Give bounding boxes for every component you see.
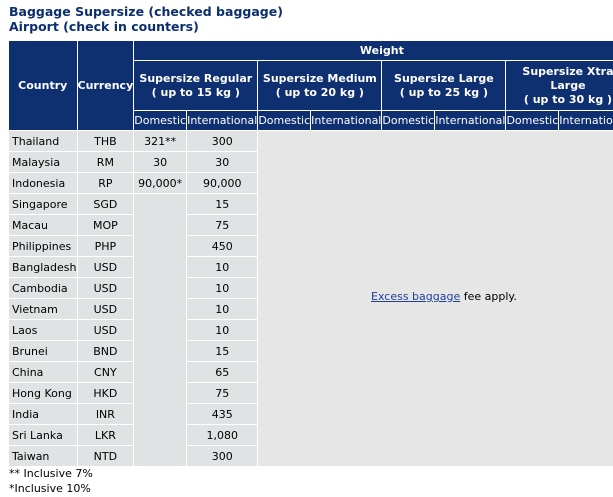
country-cell: Singapore — [8, 193, 78, 215]
international-regular-cell: 10 — [186, 298, 259, 320]
currency-cell: RM — [76, 151, 135, 173]
note-text: fee apply. — [460, 290, 517, 303]
currency-cell: HKD — [76, 382, 135, 404]
title-line-2: Airport (check in counters) — [9, 19, 199, 34]
header-supersize-large: Supersize Large( up to 25 kg ) — [381, 60, 507, 111]
country-cell: Hong Kong — [8, 382, 78, 404]
table-row: Taiwan NTD 300 — [8, 445, 613, 467]
currency-cell: THB — [76, 130, 135, 152]
page-title: Baggage Supersize (checked baggage) Airp… — [9, 4, 283, 34]
table-body: Thailand THB 321** 300 Malaysia RM 30 30 Indones… — [8, 130, 613, 467]
excess-baggage-note: Excess baggage fee apply. — [371, 290, 517, 303]
international-regular-cell: 65 — [186, 361, 259, 383]
table-row: Laos USD 10 — [8, 319, 613, 341]
international-regular-cell: 90,000 — [186, 172, 259, 194]
header-domestic: Domestic — [257, 110, 312, 131]
currency-cell: PHP — [76, 235, 135, 257]
currency-cell: SGD — [76, 193, 135, 215]
header-international: International — [310, 110, 383, 131]
domestic-regular-cell: 30 — [133, 151, 188, 173]
international-regular-cell: 10 — [186, 256, 259, 278]
domestic-regular-empty — [133, 193, 188, 467]
header-domestic: Domestic — [505, 110, 560, 131]
international-regular-cell: 300 — [186, 130, 259, 152]
international-regular-cell: 450 — [186, 235, 259, 257]
currency-cell: MOP — [76, 214, 135, 236]
footnote-2: *Inclusive 10% — [9, 482, 91, 495]
domestic-regular-cell: 321** — [133, 130, 188, 152]
international-regular-cell: 15 — [186, 340, 259, 362]
country-cell: China — [8, 361, 78, 383]
country-cell: Taiwan — [8, 445, 78, 467]
header-international: International — [186, 110, 259, 131]
table-row: China CNY 65 — [8, 361, 613, 383]
header-supersize-medium: Supersize Medium( up to 20 kg ) — [257, 60, 383, 111]
header-supersize-regular: Supersize Regular( up to 15 kg ) — [133, 60, 259, 111]
header-country: Country — [8, 40, 78, 131]
excess-baggage-link[interactable]: Excess baggage — [371, 290, 461, 303]
table-row: Bangladesh USD 10 — [8, 256, 613, 278]
table-row: Vietnam USD 10 — [8, 298, 613, 320]
table-row: Malaysia RM 30 30 — [8, 151, 613, 173]
currency-cell: USD — [76, 319, 135, 341]
country-cell: Bangladesh — [8, 256, 78, 278]
country-cell: Vietnam — [8, 298, 78, 320]
currency-cell: USD — [76, 298, 135, 320]
header-supersize-xtra-large: Supersize Xtra Large( up to 30 kg ) — [505, 60, 613, 111]
international-regular-cell: 30 — [186, 151, 259, 173]
other-sizes-area — [257, 130, 613, 467]
country-cell: Cambodia — [8, 277, 78, 299]
header-international: International — [558, 110, 613, 131]
country-cell: Malaysia — [8, 151, 78, 173]
baggage-table: Country Currency Weight Supersize Regula… — [8, 40, 613, 467]
header-international: International — [434, 110, 507, 131]
country-cell: India — [8, 403, 78, 425]
table-row: Indonesia RP 90,000* 90,000 — [8, 172, 613, 194]
currency-cell: RP — [76, 172, 135, 194]
currency-cell: CNY — [76, 361, 135, 383]
table-row: Macau MOP 75 — [8, 214, 613, 236]
international-regular-cell: 10 — [186, 277, 259, 299]
international-regular-cell: 75 — [186, 382, 259, 404]
header-weight: Weight — [133, 40, 613, 61]
domestic-regular-cell: 90,000* — [133, 172, 188, 194]
international-regular-cell: 1,080 — [186, 424, 259, 446]
table-row: Thailand THB 321** 300 — [8, 130, 613, 467]
international-regular-cell: 75 — [186, 214, 259, 236]
international-regular-cell: 435 — [186, 403, 259, 425]
international-regular-cell: 15 — [186, 193, 259, 215]
title-line-1: Baggage Supersize (checked baggage) — [9, 4, 283, 19]
table-row: Philippines PHP 450 — [8, 235, 613, 257]
country-cell: Thailand — [8, 130, 78, 152]
currency-cell: BND — [76, 340, 135, 362]
country-cell: Brunei — [8, 340, 78, 362]
international-regular-cell: 300 — [186, 445, 259, 467]
country-cell: Macau — [8, 214, 78, 236]
currency-cell: NTD — [76, 445, 135, 467]
country-cell: Philippines — [8, 235, 78, 257]
country-cell: Indonesia — [8, 172, 78, 194]
table-row: Sri Lanka LKR 1,080 — [8, 424, 613, 446]
header-domestic: Domestic — [133, 110, 188, 131]
currency-cell: USD — [76, 256, 135, 278]
international-regular-cell: 10 — [186, 319, 259, 341]
country-cell: Laos — [8, 319, 78, 341]
currency-cell: LKR — [76, 424, 135, 446]
country-cell: Sri Lanka — [8, 424, 78, 446]
table-row: India INR 435 — [8, 403, 613, 425]
header-domestic: Domestic — [381, 110, 436, 131]
header-currency: Currency — [76, 40, 135, 131]
footnote-1: ** Inclusive 7% — [9, 467, 93, 480]
currency-cell: USD — [76, 277, 135, 299]
currency-cell: INR — [76, 403, 135, 425]
